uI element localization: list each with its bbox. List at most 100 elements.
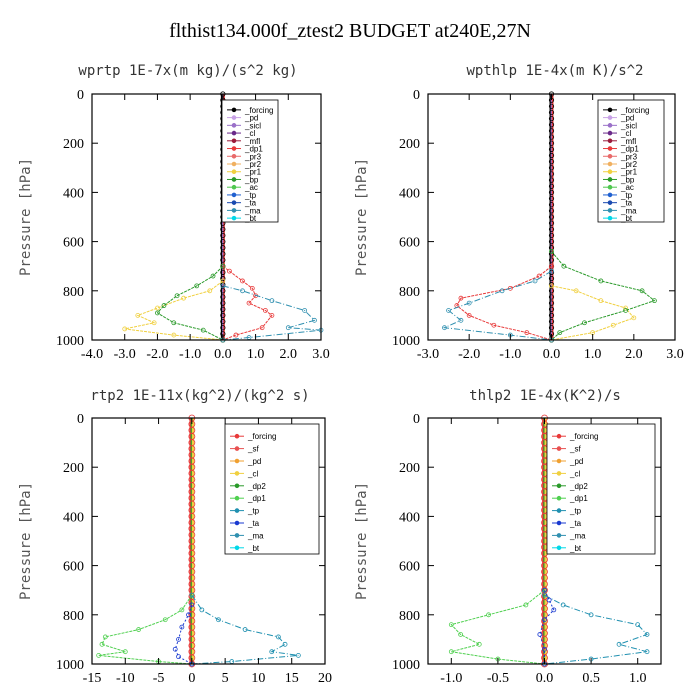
data-point [532,278,538,284]
legend-marker [607,115,613,120]
legend-label: _mfl [620,137,636,146]
x-tick-label: 0.0 [214,347,232,362]
data-point [542,617,547,623]
zero-line-marker [548,183,555,189]
legend-label: _dp1 [620,145,639,154]
data-point [194,283,200,289]
zero-line-marker [548,257,555,263]
figure-title: flthist134.000f_ztest2 BUDGET at240E,27N [169,20,531,42]
data-point [448,622,454,628]
legend-marker [234,458,240,464]
data-point [466,300,472,306]
plot-frame [91,417,326,665]
y-tick-label: 200 [63,137,84,152]
legend-marker [607,107,613,113]
legend: _forcing_pd_sicl_cl_mfl_dp1_pr3_pr2_pr1_… [597,99,665,223]
x-tick-label: 3.0 [312,347,330,362]
legend-marker [556,545,562,551]
zero-line-marker [548,226,555,232]
y-axis-label: Pressure [hPa] [354,482,370,600]
legend-marker [556,433,562,439]
zero-line-marker [548,232,555,239]
data-point [186,612,191,618]
series-line-pr1 [551,285,635,341]
data-point [588,612,594,618]
series-line-dp1 [222,265,273,341]
legend-marker [607,184,613,190]
legend-marker [607,146,613,151]
legend-label: _bp [244,175,259,184]
x-tick-label: -2.0 [458,347,480,362]
zero-line-marker [548,165,555,171]
data-point [549,283,554,289]
data-point [96,652,102,658]
x-tick-label: 1.0 [584,347,602,362]
zero-line-marker [220,232,226,239]
series-line-dp1 [98,594,193,665]
data-point [216,617,221,623]
zero-line-marker [548,214,555,220]
data-point [262,308,268,313]
legend-marker [607,200,613,205]
y-tick-label: 400 [63,510,84,525]
legend-label: _sf [569,445,581,454]
y-tick-label: 600 [63,560,84,575]
legend-marker [556,508,562,513]
data-point [233,332,239,338]
data-point [582,320,587,326]
data-point [269,298,275,304]
zero-line-marker [548,325,555,331]
x-tick-label: -2.0 [146,347,168,362]
legend-marker [231,146,237,151]
y-tick-label: 0 [413,88,420,103]
y-tick-label: 600 [63,236,84,251]
legend-label: _cl [247,469,258,478]
zero-line-marker [220,325,226,331]
data-point [199,607,205,613]
series-line-dp1 [450,589,545,665]
data-point [99,641,105,647]
data-point [179,624,185,630]
data-point [476,641,482,647]
legend-label: _forcing [620,106,649,115]
data-point [189,592,195,598]
legend-label: _ac [244,183,258,192]
zero-line-marker [548,288,555,294]
y-tick-label: 400 [63,186,84,201]
x-tick-label: -3.0 [417,347,439,362]
zero-line-marker [220,275,226,282]
legend-label: _cl [620,129,631,138]
data-point [242,627,248,632]
data-point [162,617,168,623]
zero-line-marker [548,220,555,226]
zero-line-marker [548,177,555,183]
x-tick-label: 0.0 [536,671,554,686]
legend-box [224,423,320,555]
zero-line-marker [220,245,226,251]
data-point [174,293,180,299]
legend-marker [234,520,240,526]
data-point [312,317,317,323]
data-point [616,641,622,647]
zero-line-marker [548,128,555,134]
legend: _forcing_pd_sicl_cl_mfl_dp1_pr3_pr2_pr1_… [221,99,279,223]
x-tick-label: 20 [318,671,332,686]
data-point [551,607,557,613]
legend-marker [607,215,613,221]
legend-label: _forcing [247,432,276,441]
data-point [524,330,530,336]
zero-line-marker [220,226,226,232]
x-tick-label: 1.0 [247,347,265,362]
x-tick-label: 0.5 [582,671,600,686]
zero-line-marker [548,318,555,325]
zero-line-marker [548,294,555,300]
data-point [240,278,245,284]
legend-label: _ta [244,199,257,208]
legend-marker [234,545,240,551]
legend-label: _pr3 [620,152,638,161]
data-point [135,312,141,318]
legend-marker [231,200,237,205]
data-point [275,634,281,640]
legend-marker [231,115,237,120]
legend-label: _ac [620,183,634,192]
